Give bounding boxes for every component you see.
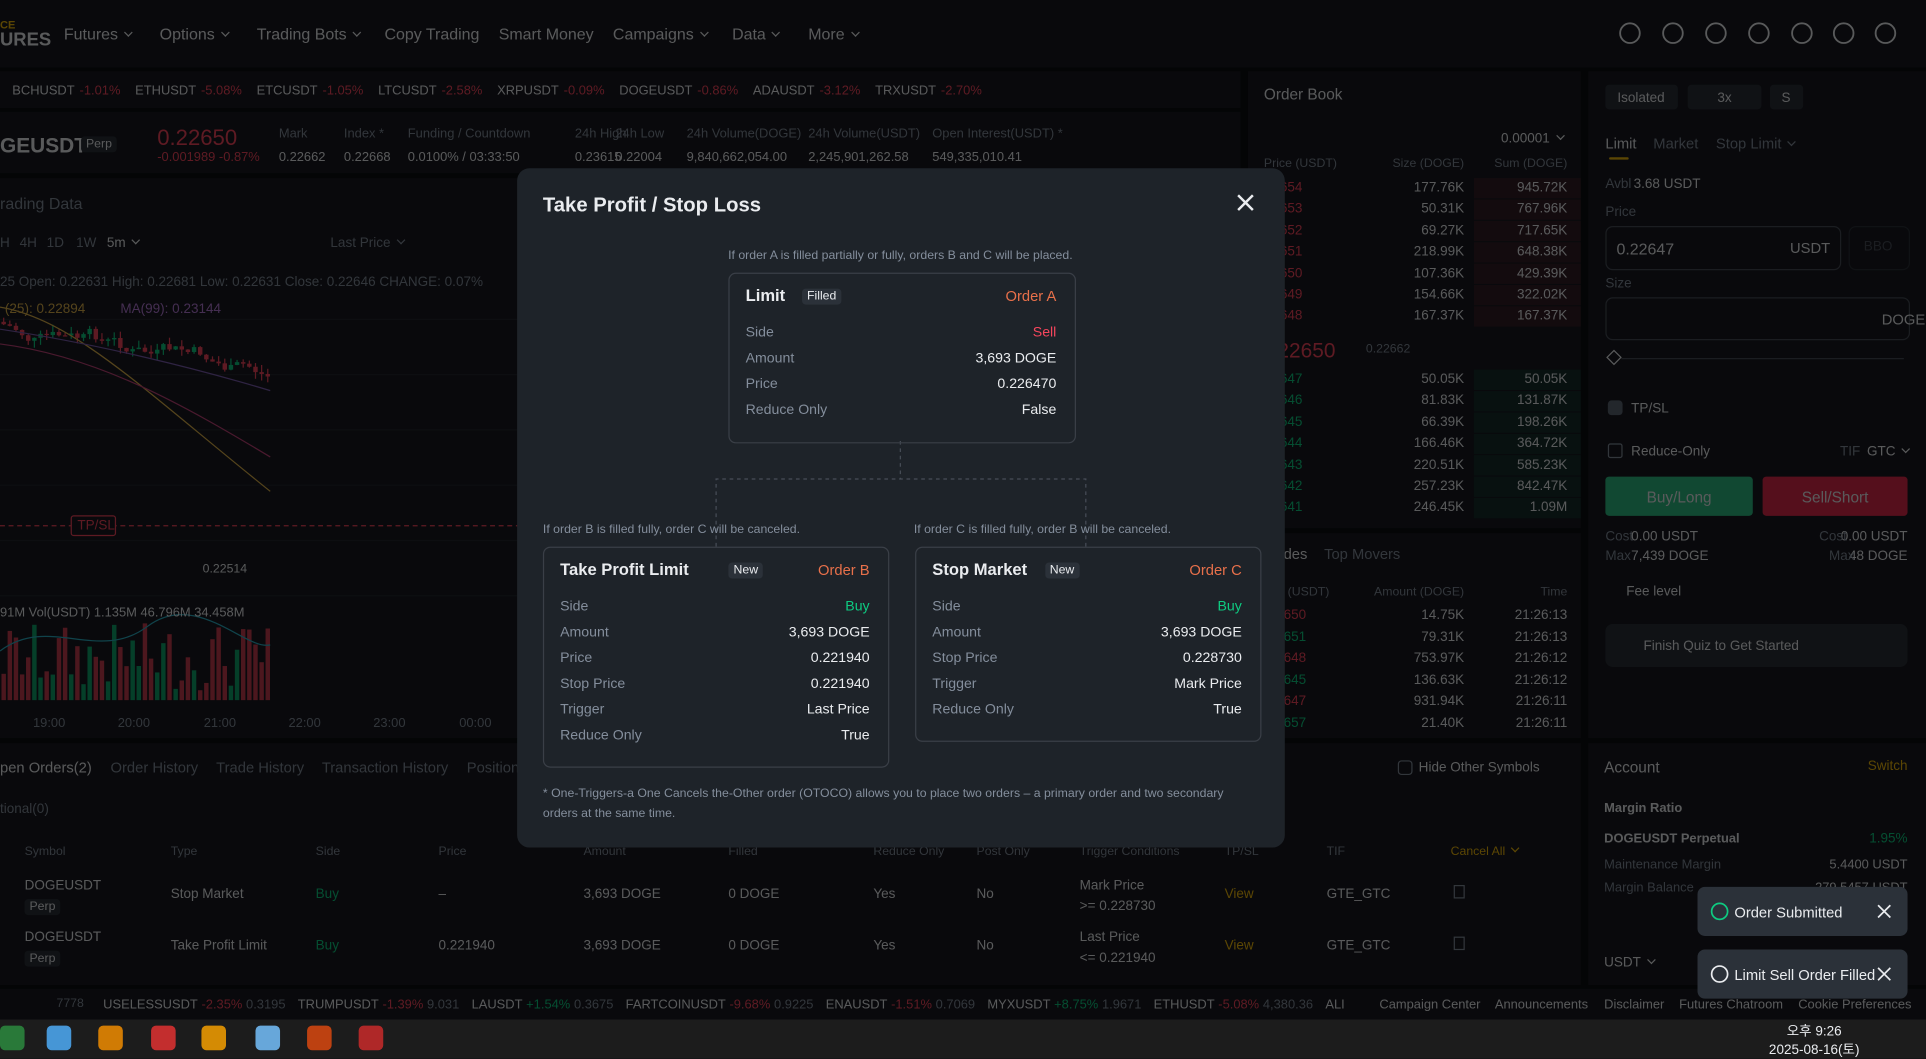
modal-lines [715,194,1254,547]
card-label: Order B [818,561,870,579]
connector [715,440,1087,547]
row-value: Buy [1217,599,1242,615]
card-status: New [728,562,764,579]
order-card [728,272,1076,444]
row-label: Stop Price [560,676,626,692]
row-value: 0.221940 [810,676,870,692]
row-value: True [841,728,870,744]
modal-title: Take Profit / Stop Loss [542,194,762,217]
row-label: Price [745,377,778,392]
toast-close[interactable] [1877,962,1892,977]
order-card [915,546,1262,742]
card-status: Filled [802,288,842,305]
row-value: 3,693 DOGE [975,351,1057,367]
row-value: 3,693 DOGE [788,625,870,640]
taskbar-icon [0,1025,25,1051]
row-value: False [1021,402,1057,418]
row-value: 0.226470 [997,377,1057,392]
row-label: Amount [560,625,609,640]
row-label: Stop Price [932,650,998,666]
row-label: Reduce Only [932,702,1014,718]
taskbar-icon [98,1025,123,1051]
taskbar-icon [307,1025,332,1051]
card-type: Limit [745,286,786,305]
row-label: Side [560,599,589,615]
taskbar-icon [201,1025,227,1051]
taskbar-icon [255,1025,281,1051]
close-button[interactable] [1237,194,1254,211]
card-status: New [1044,562,1080,579]
row-label: Side [932,599,961,615]
row-value: True [1213,702,1242,718]
modal: Take Profit / Stop Loss If order A is fil… [517,168,1285,848]
row-label: Amount [745,351,795,367]
toast-text: Limit Sell Order Filled [1734,966,1876,984]
row-value: Last Price [806,702,870,718]
taskbar-icon [358,1025,384,1051]
row-value: 0.228730 [1182,650,1242,666]
order-card [542,546,890,768]
row-label: Reduce Only [560,728,642,744]
row-value: Mark Price [1174,676,1242,692]
card-type: Stop Market [932,560,1028,579]
row-label: Trigger [932,676,977,692]
row-label: Side [745,325,774,341]
toast [1697,949,1908,999]
card-label: Order C [1189,561,1242,579]
card-type: Take Profit Limit [560,560,689,579]
toast [1697,886,1908,936]
taskbar-icon [46,1025,72,1051]
row-value: Buy [845,599,870,615]
note-a: If order A is filled partially or fully,… [728,249,1073,263]
footnote: * One-Triggers-a One Cancels the-Other o… [542,787,1224,821]
clock-date: 2025-08-16(토) [1768,1042,1860,1058]
row-value: 0.221940 [810,650,870,666]
row-value: 3,693 DOGE [1160,625,1242,640]
row-label: Amount [932,625,981,640]
clock-time: 오후 9:26 [1786,1024,1842,1040]
row-label: Reduce Only [745,402,828,418]
card-label: Order A [1005,287,1057,305]
note-c: If order C is filled fully, order B will… [913,523,1172,537]
row-label: Price [560,650,593,666]
taskbar-icon [151,1025,176,1051]
note-b: If order B is filled fully, order C will… [542,523,801,537]
row-value: Sell [1032,325,1057,341]
toast-text: Order Submitted [1734,904,1843,922]
row-label: Trigger [560,702,605,718]
